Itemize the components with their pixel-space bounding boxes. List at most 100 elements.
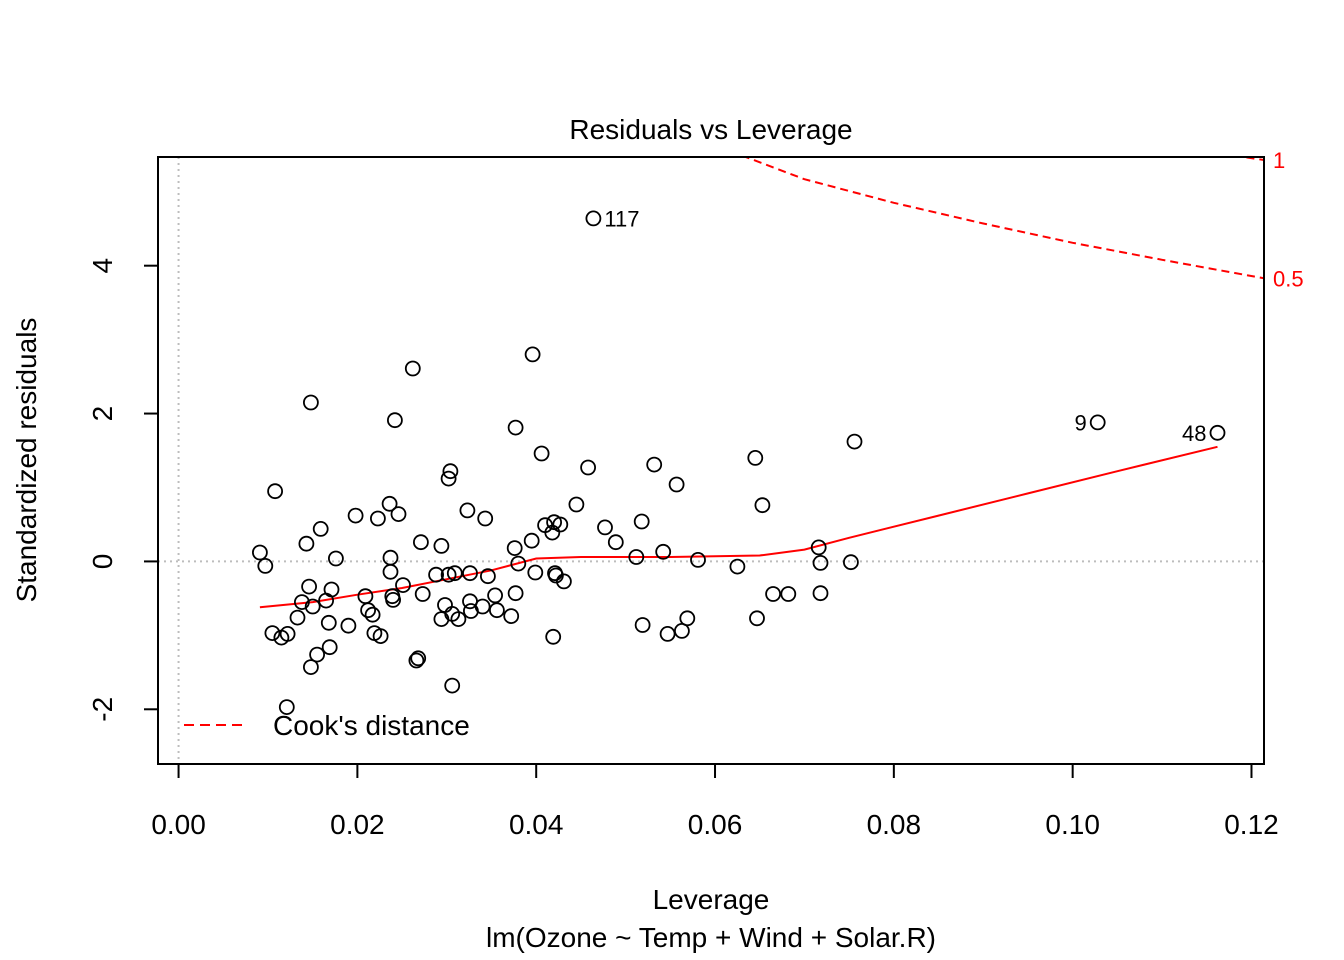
y-tick-label: 2 [87,406,118,422]
x-tick-label: 0.10 [1045,809,1100,840]
data-point [812,585,829,602]
data-point [386,412,403,429]
data-point [548,567,564,584]
x-axis-label: Leverage [653,884,770,915]
x-tick-label: 0.00 [151,809,206,840]
chart-title: Residuals vs Leverage [569,114,852,145]
point-label: 9 [1074,410,1086,435]
plot-area: 117 9 48 [158,157,1264,764]
data-point [264,625,281,641]
data-point [544,524,561,541]
data-point [646,456,663,473]
data-point [267,483,284,500]
data-point [1209,424,1226,441]
data-point [585,210,602,227]
data-point [301,578,318,595]
data-point [410,650,427,667]
data-point [474,598,491,615]
data-point [364,606,381,623]
data-point [440,566,457,583]
data-point [408,652,425,669]
y-axis: -2 0 2 4 [87,258,159,722]
data-point [450,611,467,627]
data-point [488,602,505,619]
data-point [679,610,696,627]
data-point [251,544,268,561]
data-point [440,470,457,487]
data-point [278,699,295,715]
data-point [298,535,315,552]
data-point [360,602,377,619]
data-point [372,628,389,644]
data-point [749,610,765,627]
data-point [597,519,613,536]
point-label: 117 [604,206,639,231]
data-point [347,507,364,524]
x-tick-label: 0.06 [688,809,743,840]
data-point [340,617,357,634]
x-tick-label: 0.02 [330,809,385,840]
data-point [729,558,746,575]
data-point [404,360,421,377]
x-tick-label: 0.04 [509,809,564,840]
data-point [304,598,321,615]
data-point [607,534,624,551]
data-point [765,586,781,602]
data-point [487,587,504,604]
data-point [552,516,569,533]
y-axis-label: Standardized residuals [11,318,42,603]
data-point [293,594,310,610]
y-tick-label: -2 [87,697,118,722]
data-point [580,459,596,476]
data-point [524,346,541,363]
data-point [302,394,319,411]
data-point [527,564,544,581]
data-point [812,555,829,571]
data-point [309,646,326,663]
data-point [446,565,463,582]
data-point [412,534,429,551]
y-tick-label: 4 [87,258,118,274]
data-point [780,586,797,602]
cooks-contour-label: 1 [1273,148,1285,173]
data-point [257,558,274,574]
legend: Cook's distance [184,710,470,741]
data-point [556,573,572,590]
cooks-contour-label: 0.5 [1273,266,1304,291]
x-tick-label: 0.12 [1224,809,1279,840]
data-point [633,513,650,530]
data-point [327,550,344,567]
data-point [510,555,527,572]
data-point [568,496,585,513]
x-tick-label: 0.08 [867,809,922,840]
data-point [668,476,685,493]
data-point [279,626,296,642]
data-point [507,419,524,436]
data-point [506,540,523,556]
data-point [655,543,672,560]
data-point [634,617,651,633]
data-point [545,628,562,645]
data-point [414,586,431,602]
data-point [302,659,319,675]
x-axis: 0.00 0.02 0.04 0.06 0.08 0.10 0.12 [151,763,1279,840]
data-point [444,677,461,694]
data-point [503,608,520,624]
data-point [459,502,476,519]
data-point [385,592,402,608]
data-point [477,510,494,527]
data-point [312,521,329,537]
data-point [289,609,306,626]
data-point [321,639,338,656]
data-point [390,506,407,522]
cooks-contour-labels: 10.5 [1273,148,1304,291]
chart-subtitle: lm(Ozone ~ Temp + Wind + Solar.R) [486,922,936,953]
point-labels-layer: 117 9 48 [604,206,1206,445]
data-point [442,463,459,480]
data-point [382,563,399,580]
data-point [747,449,764,466]
y-tick-label: 0 [87,554,118,570]
cooks-contour-0.5 [742,157,1264,280]
data-point [462,565,478,582]
data-point [533,445,550,462]
